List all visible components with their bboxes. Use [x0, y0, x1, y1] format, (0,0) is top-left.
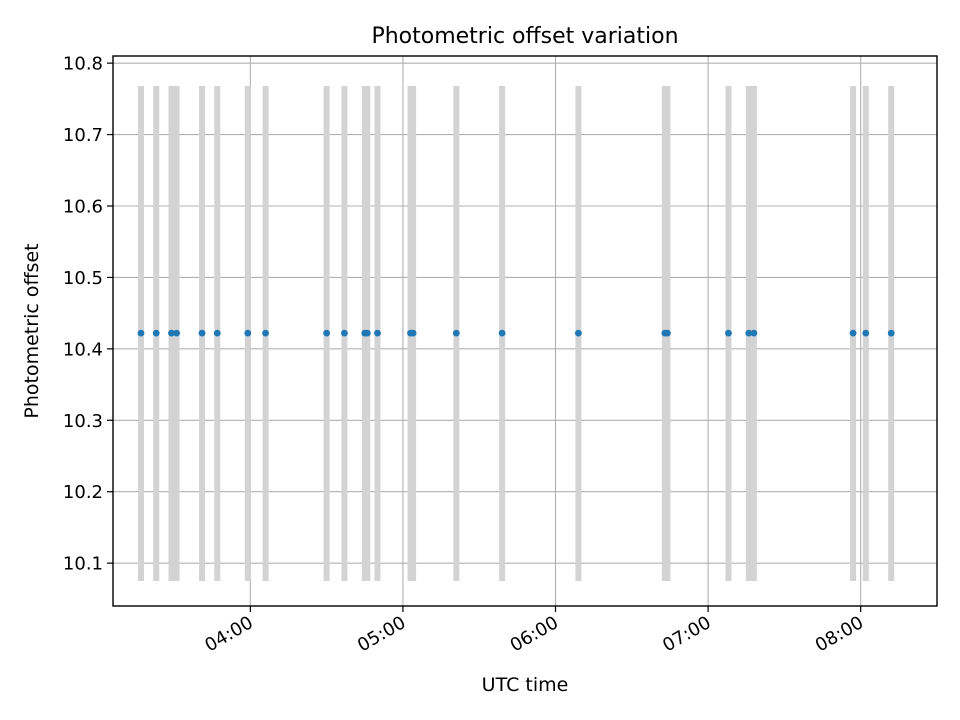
data-point	[137, 329, 145, 337]
y-tick-label: 10.3	[63, 411, 103, 432]
data-point	[745, 329, 753, 337]
y-axis-ticks: 10.1 10.2 10.3 10.4 10.5 10.6 10.7 10.8	[63, 54, 113, 575]
data-point	[452, 329, 460, 337]
data-point	[198, 329, 206, 337]
data-point	[575, 329, 582, 337]
y-tick-label: 10.2	[63, 482, 103, 503]
data-point	[168, 329, 175, 337]
data-point	[498, 329, 506, 337]
plot-area-frame	[112, 55, 938, 607]
data-point	[244, 329, 252, 337]
y-tick-label: 10.6	[63, 197, 103, 218]
data-point	[409, 329, 417, 337]
y-tick-label: 10.8	[63, 54, 103, 75]
data-point	[374, 329, 381, 337]
data-point	[887, 329, 895, 337]
y-axis-label: Photometric offset	[21, 243, 43, 418]
data-points	[137, 329, 895, 337]
y-tick-label: 10.5	[63, 268, 103, 289]
data-point	[725, 329, 732, 337]
data-point	[862, 329, 870, 337]
data-point	[341, 329, 348, 337]
data-point	[849, 329, 857, 337]
data-point	[323, 329, 331, 337]
y-tick-label: 10.4	[63, 339, 103, 360]
data-point	[173, 329, 180, 337]
data-point	[213, 329, 221, 337]
y-tick-label: 10.7	[63, 125, 103, 146]
chart-title: Photometric offset variation	[371, 24, 678, 49]
data-point	[262, 329, 269, 337]
data-point	[152, 329, 160, 337]
x-axis-label: UTC time	[482, 674, 569, 696]
data-point	[363, 329, 371, 337]
y-tick-label: 10.1	[63, 554, 103, 575]
data-point	[664, 329, 671, 337]
data-point	[750, 329, 758, 337]
